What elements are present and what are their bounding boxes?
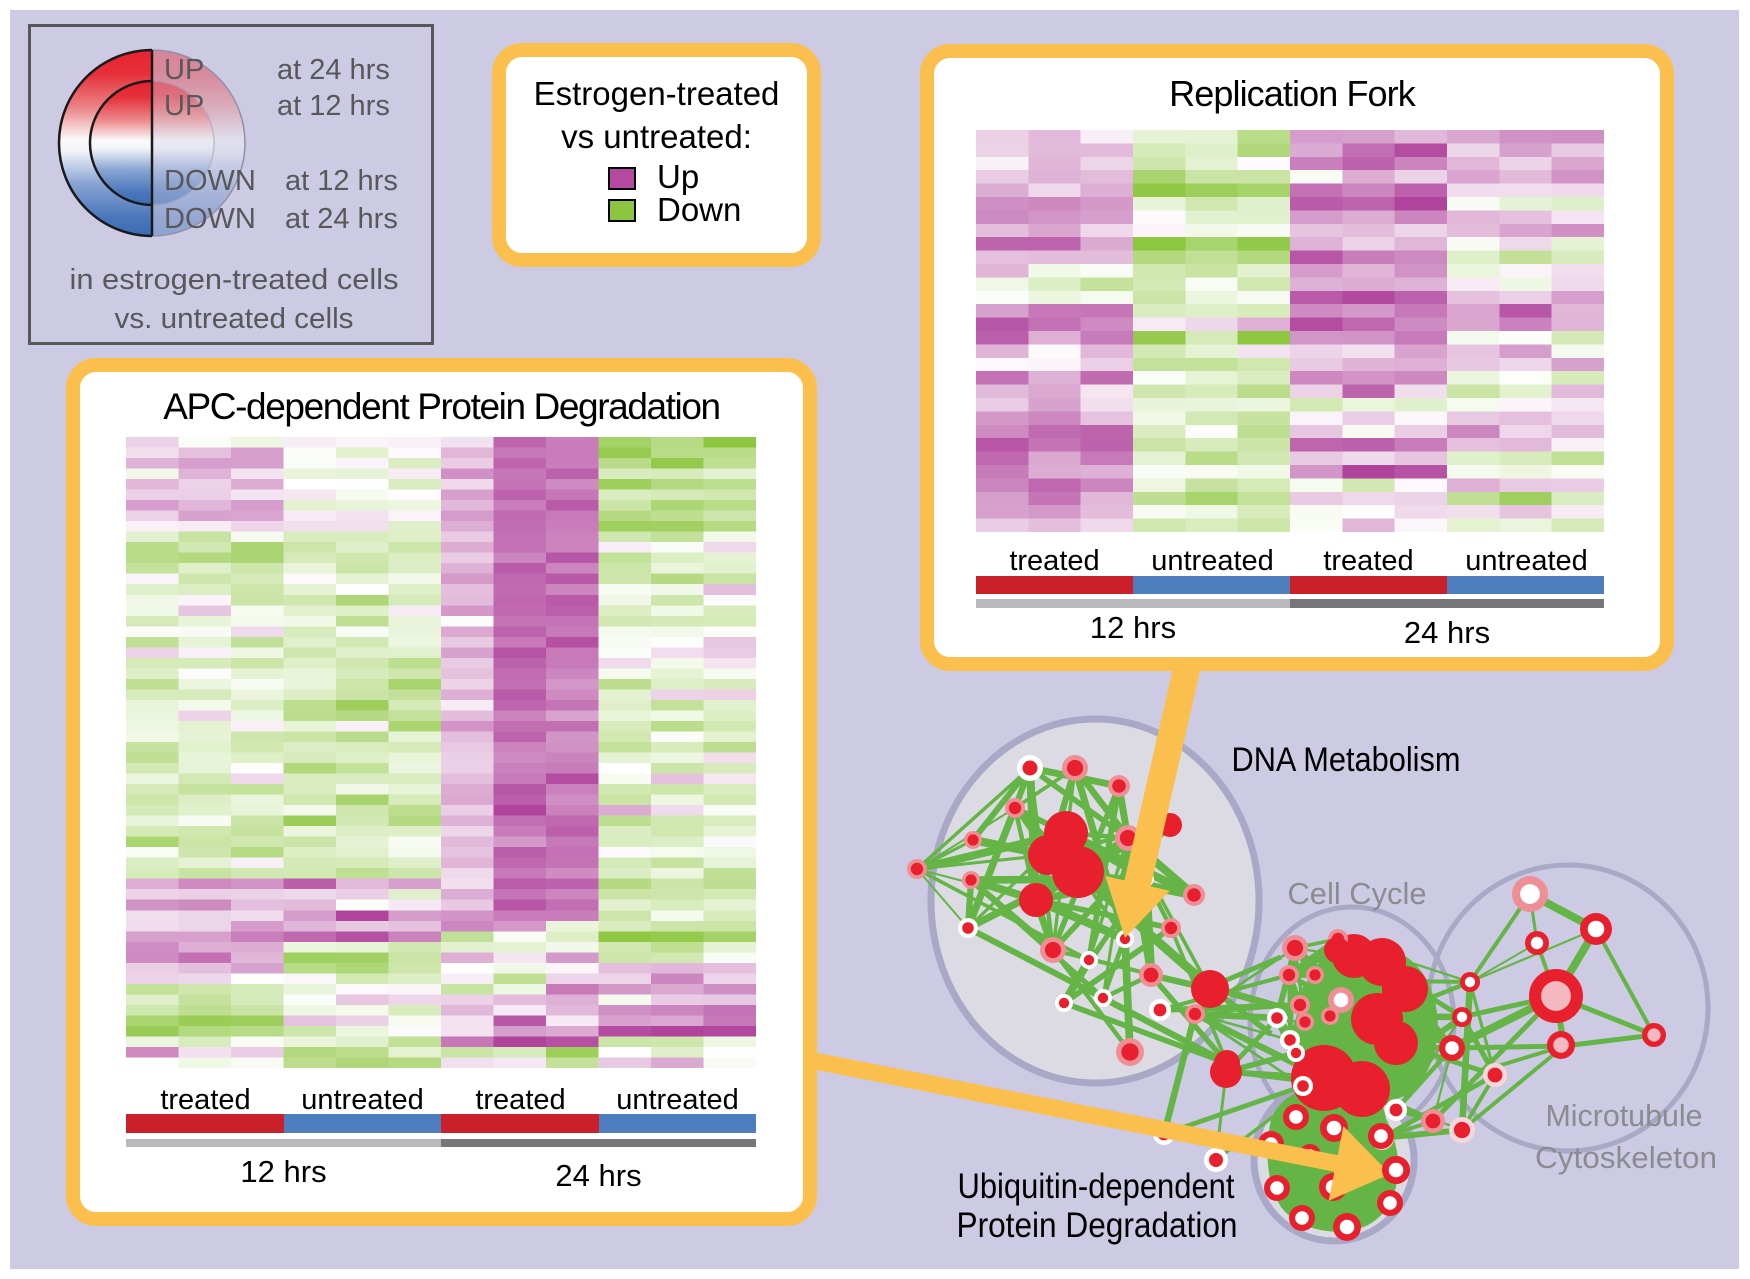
svg-text:Microtubule: Microtubule: [1546, 1098, 1703, 1133]
svg-text:DOWN: DOWN: [164, 203, 256, 235]
svg-text:DOWN: DOWN: [164, 165, 256, 197]
svg-text:in estrogen-treated cells: in estrogen-treated cells: [70, 264, 399, 296]
svg-text:at 24 hrs: at 24 hrs: [277, 54, 390, 86]
svg-text:vs. untreated cells: vs. untreated cells: [115, 303, 354, 335]
svg-text:at 24 hrs: at 24 hrs: [285, 203, 398, 235]
svg-text:Protein Degradation: Protein Degradation: [957, 1206, 1238, 1245]
svg-text:at 12 hrs: at 12 hrs: [285, 165, 398, 197]
svg-text:Cytoskeleton: Cytoskeleton: [1535, 1140, 1717, 1175]
svg-text:Ubiquitin-dependent: Ubiquitin-dependent: [958, 1167, 1235, 1206]
svg-text:UP: UP: [164, 90, 204, 122]
svg-text:UP: UP: [164, 54, 204, 86]
svg-text:Cell Cycle: Cell Cycle: [1288, 876, 1427, 911]
svg-text:DNA Metabolism: DNA Metabolism: [1232, 741, 1461, 779]
svg-text:at 12 hrs: at 12 hrs: [277, 90, 390, 122]
